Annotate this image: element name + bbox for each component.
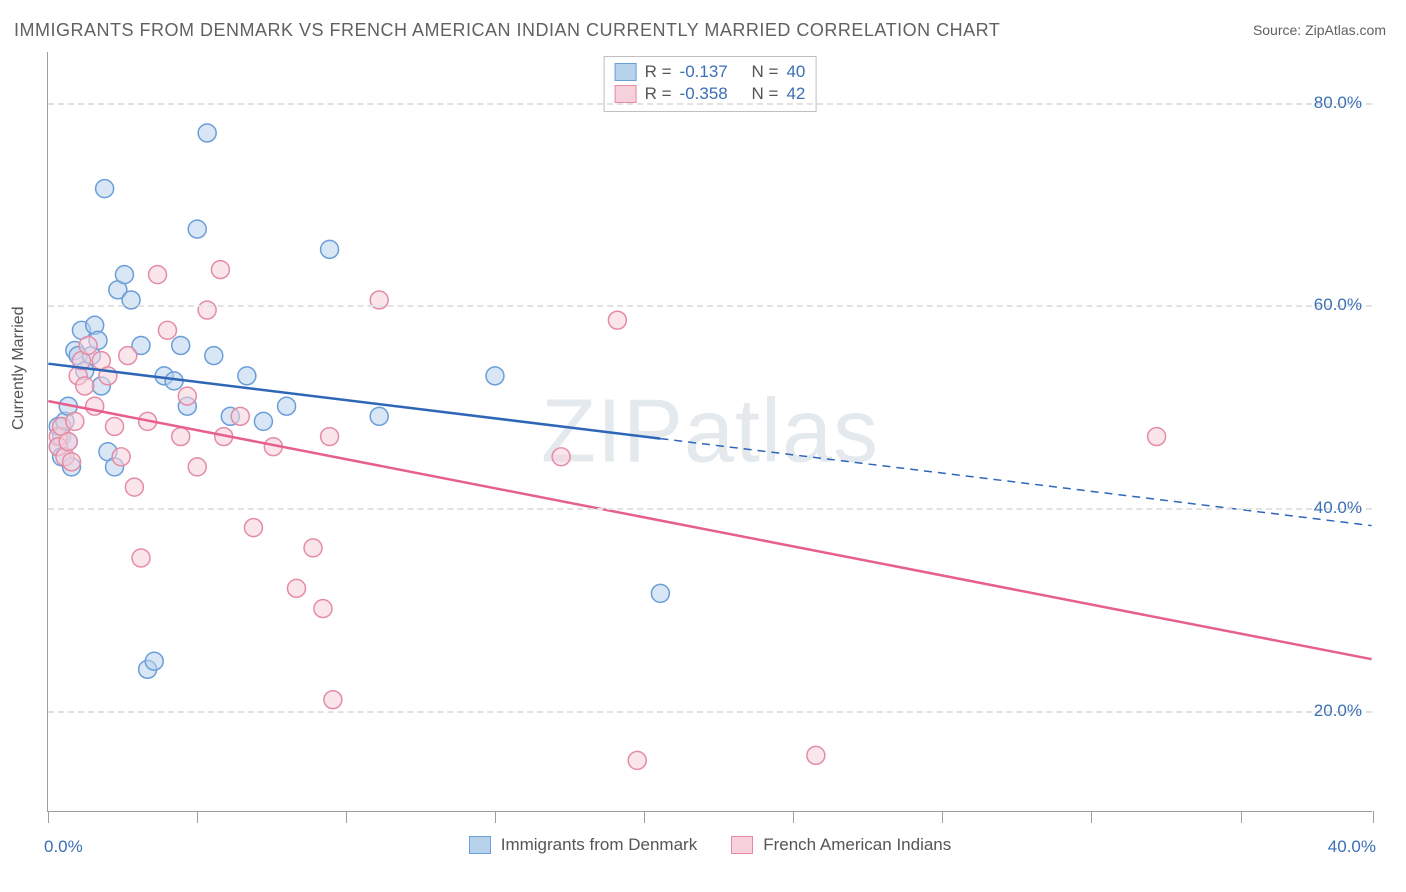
denmark-point [145, 652, 163, 670]
french_ai-point [132, 549, 150, 567]
denmark-point [321, 240, 339, 258]
french_ai-point [172, 428, 190, 446]
denmark-point [172, 336, 190, 354]
x-tick [48, 811, 49, 823]
y-tick-label: 60.0% [1314, 295, 1362, 315]
french_ai-point [324, 691, 342, 709]
denmark-regression-line-extrapolated [660, 439, 1371, 526]
french_ai-point [552, 448, 570, 466]
chart-svg [48, 52, 1372, 811]
french_ai-point [244, 519, 262, 537]
gridline [48, 103, 1372, 105]
gridline [48, 305, 1372, 307]
denmark-point [651, 584, 669, 602]
x-tick [1373, 811, 1374, 823]
denmark-point [188, 220, 206, 238]
legend-n-value: 42 [786, 84, 805, 104]
x-tick [495, 811, 496, 823]
denmark-point [238, 367, 256, 385]
gridline [48, 508, 1372, 510]
legend-swatch [615, 85, 637, 103]
legend-series: Immigrants from Denmark French American I… [48, 835, 1372, 855]
denmark-point [115, 266, 133, 284]
french_ai-point [63, 453, 81, 471]
legend-r-label: R = [645, 62, 672, 82]
legend-series-label: French American Indians [763, 835, 951, 855]
french_ai-point [66, 412, 84, 430]
source-name: ZipAtlas.com [1305, 22, 1386, 38]
x-tick [1091, 811, 1092, 823]
french_ai-point [314, 600, 332, 618]
x-tick [942, 811, 943, 823]
x-tick [644, 811, 645, 823]
x-tick-label-right: 40.0% [1328, 837, 1376, 857]
french_ai-point [211, 261, 229, 279]
french_ai-point [59, 433, 77, 451]
legend-correlation-row: R = -0.137 N = 40 [615, 61, 806, 83]
source-label: Source: [1253, 22, 1301, 38]
x-tick [197, 811, 198, 823]
denmark-point [96, 180, 114, 198]
legend-series-item: French American Indians [731, 835, 951, 855]
legend-r-value: -0.137 [680, 62, 744, 82]
legend-swatch [469, 836, 491, 854]
y-tick-label: 20.0% [1314, 701, 1362, 721]
french_ai-point [149, 266, 167, 284]
french_ai-point [76, 377, 94, 395]
french_ai-point [628, 751, 646, 769]
french_ai-point [1148, 428, 1166, 446]
legend-series-label: Immigrants from Denmark [501, 835, 697, 855]
legend-n-label: N = [752, 62, 779, 82]
x-tick [793, 811, 794, 823]
chart-title: IMMIGRANTS FROM DENMARK VS FRENCH AMERIC… [14, 20, 1000, 41]
french_ai-point [119, 347, 137, 365]
legend-n-label: N = [752, 84, 779, 104]
french_ai-point [608, 311, 626, 329]
french_ai-point [321, 428, 339, 446]
french_ai-point [125, 478, 143, 496]
denmark-point [278, 397, 296, 415]
y-axis-label: Currently Married [10, 306, 28, 430]
legend-swatch [731, 836, 753, 854]
french_ai-point [188, 458, 206, 476]
y-tick-label: 80.0% [1314, 93, 1362, 113]
french_ai-point [79, 336, 97, 354]
legend-r-value: -0.358 [680, 84, 744, 104]
x-tick-label-left: 0.0% [44, 837, 83, 857]
denmark-point [370, 407, 388, 425]
french_ai-point [287, 579, 305, 597]
denmark-point [254, 412, 272, 430]
legend-series-item: Immigrants from Denmark [469, 835, 697, 855]
french_ai-point [178, 387, 196, 405]
french_ai-point [112, 448, 130, 466]
french_ai-point [807, 746, 825, 764]
x-tick [1241, 811, 1242, 823]
legend-r-label: R = [645, 84, 672, 104]
french_ai-point [231, 407, 249, 425]
french_ai-point [198, 301, 216, 319]
legend-swatch [615, 63, 637, 81]
french_ai-point [158, 321, 176, 339]
plot-area: ZIPatlas R =-0.137N =40R =-0.358N =42 Im… [47, 52, 1372, 812]
denmark-point [486, 367, 504, 385]
source-attribution: Source: ZipAtlas.com [1253, 22, 1386, 38]
denmark-point [198, 124, 216, 142]
french_ai-point [304, 539, 322, 557]
denmark-point [205, 347, 223, 365]
y-tick-label: 40.0% [1314, 498, 1362, 518]
french_ai-point [106, 417, 124, 435]
x-tick [346, 811, 347, 823]
gridline [48, 711, 1372, 713]
legend-n-value: 40 [786, 62, 805, 82]
